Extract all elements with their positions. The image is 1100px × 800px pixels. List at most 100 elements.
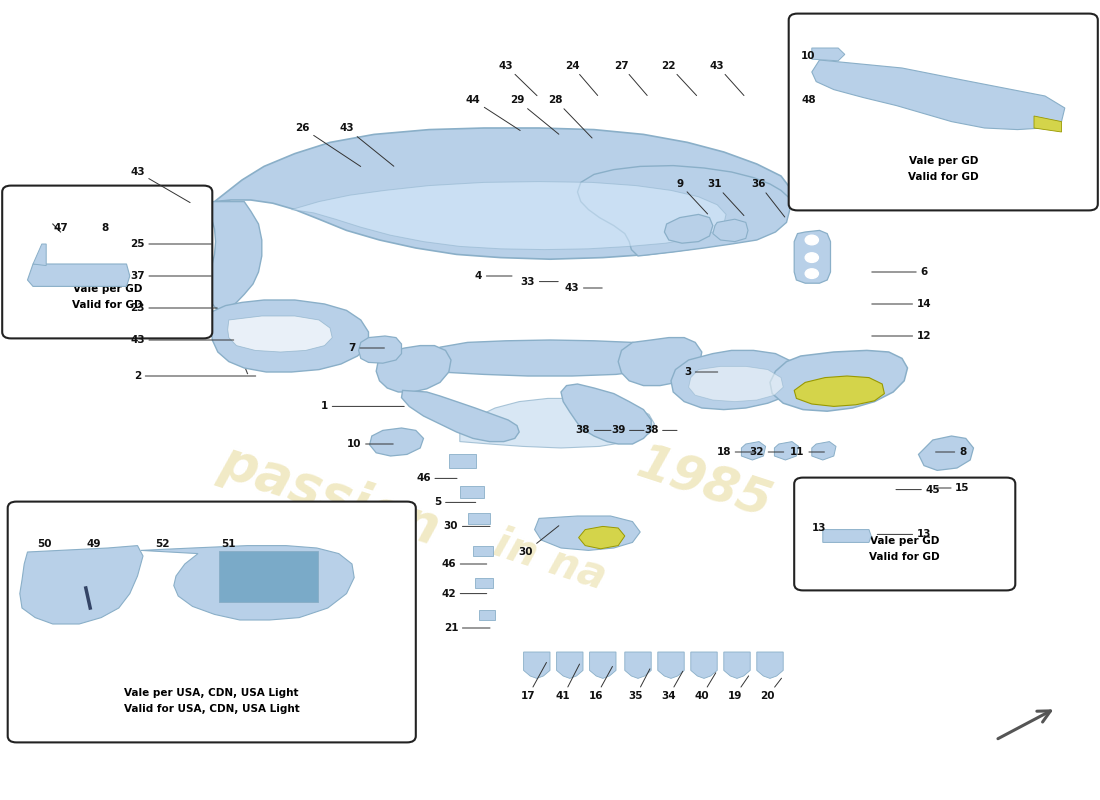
Polygon shape (618, 338, 702, 386)
Text: 3: 3 (684, 367, 717, 377)
Text: 11: 11 (790, 447, 824, 457)
Text: 24: 24 (564, 61, 597, 95)
Polygon shape (475, 578, 493, 588)
FancyBboxPatch shape (789, 14, 1098, 210)
Polygon shape (884, 484, 918, 504)
Text: 52: 52 (155, 539, 170, 549)
Polygon shape (460, 398, 654, 448)
Text: 6: 6 (872, 267, 927, 277)
Polygon shape (625, 652, 651, 678)
Text: Vale per GD: Vale per GD (870, 536, 939, 546)
Polygon shape (211, 300, 368, 372)
Text: 12: 12 (872, 331, 932, 341)
Text: 36: 36 (751, 179, 784, 217)
Polygon shape (20, 546, 143, 624)
Text: 14: 14 (872, 299, 932, 309)
FancyBboxPatch shape (2, 186, 212, 338)
Text: 8: 8 (936, 447, 966, 457)
Text: 13: 13 (812, 523, 827, 533)
Text: 35: 35 (628, 669, 650, 701)
Text: 7: 7 (349, 343, 384, 353)
Polygon shape (473, 546, 493, 556)
Text: 26: 26 (295, 123, 361, 166)
FancyBboxPatch shape (8, 502, 416, 742)
Text: 42: 42 (441, 589, 486, 598)
Text: 43: 43 (498, 61, 537, 96)
Text: 43: 43 (710, 61, 744, 95)
Text: 45: 45 (896, 485, 940, 494)
Text: 46: 46 (441, 559, 486, 569)
Text: Valid for USA, CDN, USA Light: Valid for USA, CDN, USA Light (124, 704, 299, 714)
Text: 4: 4 (475, 271, 512, 281)
Text: 15: 15 (936, 483, 970, 493)
Polygon shape (918, 436, 974, 470)
Polygon shape (209, 202, 262, 310)
Text: Vale per GD: Vale per GD (909, 155, 978, 166)
Polygon shape (376, 346, 451, 392)
Polygon shape (292, 182, 726, 250)
Text: 43: 43 (564, 283, 602, 293)
Polygon shape (794, 376, 884, 406)
Polygon shape (724, 652, 750, 678)
Text: 30: 30 (518, 526, 559, 557)
Polygon shape (664, 214, 713, 243)
Polygon shape (228, 316, 332, 352)
Text: 32: 32 (749, 447, 783, 457)
Polygon shape (812, 48, 845, 61)
Text: 30: 30 (443, 522, 490, 531)
Text: 8: 8 (101, 223, 108, 233)
Polygon shape (579, 526, 625, 549)
Polygon shape (774, 442, 799, 460)
Polygon shape (429, 340, 669, 376)
Polygon shape (713, 219, 748, 242)
Text: 23: 23 (130, 303, 217, 313)
Text: Valid for GD: Valid for GD (869, 552, 940, 562)
Text: 47: 47 (53, 223, 68, 233)
Circle shape (805, 253, 818, 262)
Polygon shape (524, 652, 550, 678)
Text: 20: 20 (760, 678, 781, 701)
Text: 1: 1 (321, 402, 404, 411)
Text: 46: 46 (416, 474, 456, 483)
Polygon shape (359, 336, 402, 363)
Polygon shape (1034, 116, 1062, 132)
Polygon shape (757, 652, 783, 678)
FancyBboxPatch shape (794, 478, 1015, 590)
Polygon shape (468, 513, 490, 524)
Polygon shape (590, 652, 616, 678)
Polygon shape (794, 230, 830, 283)
Polygon shape (561, 384, 651, 444)
Text: 44: 44 (465, 95, 520, 130)
Text: 2: 2 (134, 371, 255, 381)
Polygon shape (460, 486, 484, 498)
Polygon shape (28, 264, 130, 286)
Text: 41: 41 (556, 664, 580, 701)
Text: 51: 51 (221, 539, 236, 549)
Text: Vale per GD: Vale per GD (73, 284, 142, 294)
Polygon shape (658, 652, 684, 678)
Text: 43: 43 (130, 335, 233, 345)
Text: 38: 38 (575, 426, 611, 435)
Text: 43: 43 (130, 167, 190, 202)
Text: in na: in na (488, 522, 612, 598)
Text: 28: 28 (548, 95, 592, 138)
Polygon shape (478, 610, 495, 620)
Polygon shape (689, 366, 783, 402)
Text: 10: 10 (346, 439, 393, 449)
Polygon shape (823, 530, 871, 542)
Text: Valid for GD: Valid for GD (72, 300, 143, 310)
Text: 31: 31 (707, 179, 744, 215)
Polygon shape (578, 166, 790, 256)
Text: Valid for GD: Valid for GD (908, 172, 979, 182)
Text: passion: passion (213, 436, 447, 556)
Text: 40: 40 (694, 673, 716, 701)
Text: 50: 50 (36, 539, 52, 549)
Polygon shape (370, 428, 424, 456)
Text: 5: 5 (434, 498, 475, 507)
Polygon shape (449, 454, 476, 468)
Text: 49: 49 (86, 539, 101, 549)
Text: 34: 34 (661, 671, 683, 701)
Text: 48: 48 (801, 95, 816, 105)
Text: 16: 16 (588, 666, 613, 701)
Polygon shape (214, 128, 792, 259)
